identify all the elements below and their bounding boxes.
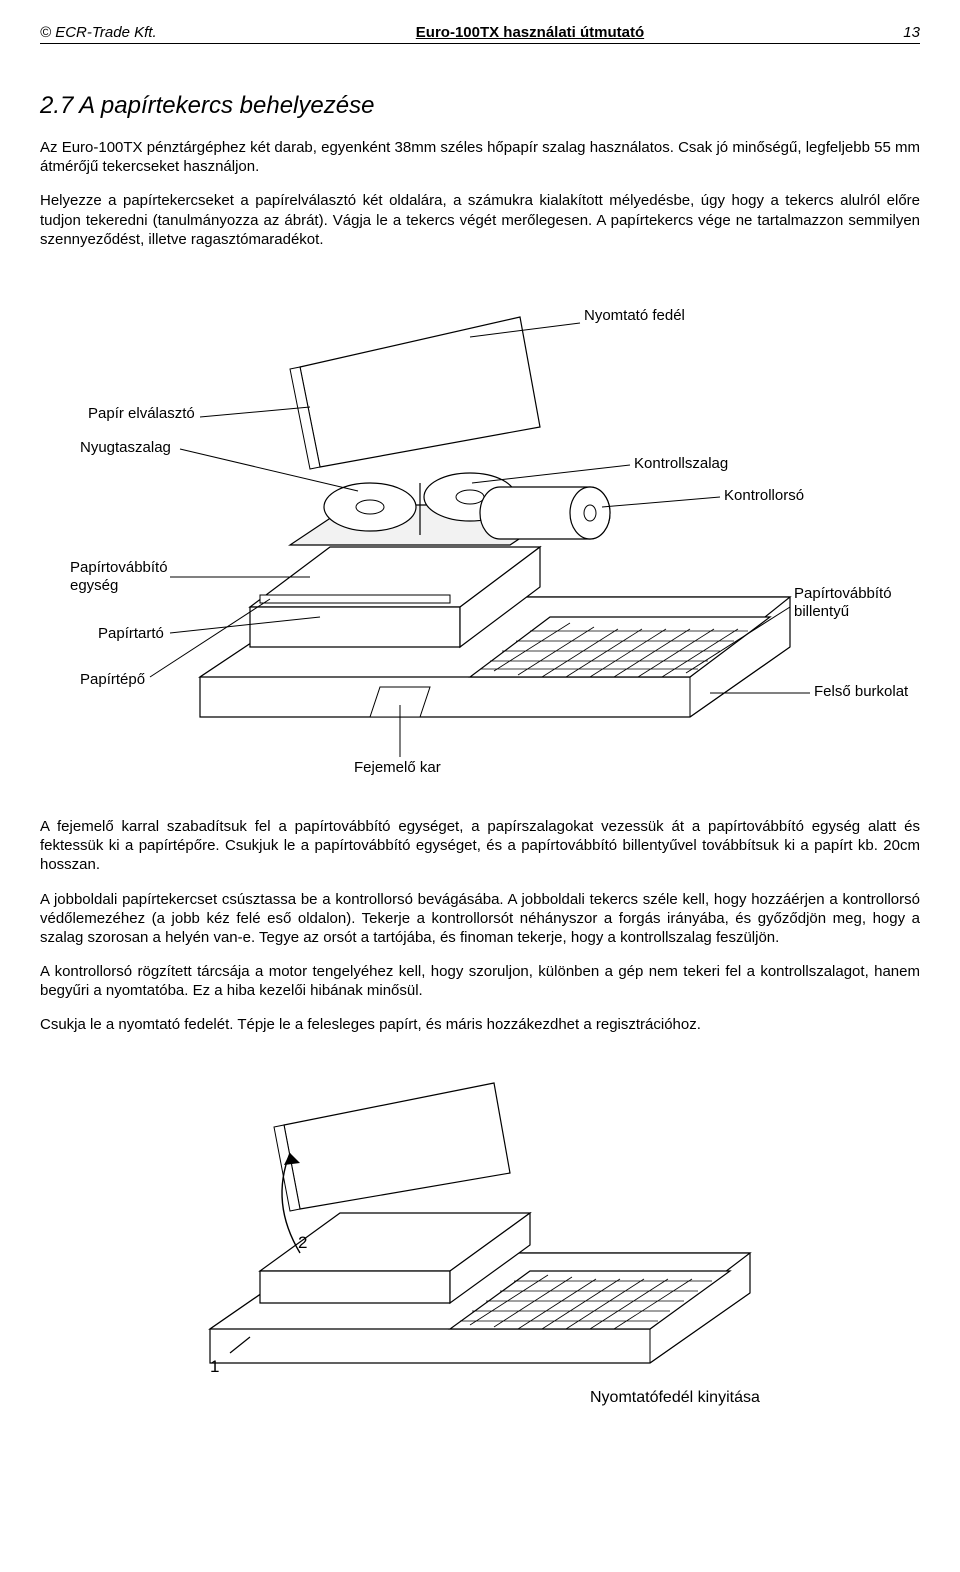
label-felso-burkolat: Felső burkolat	[814, 683, 908, 700]
header-page-number: 13	[903, 24, 920, 41]
paragraph-6: Csukja le a nyomtató fedelét. Tépje le a…	[40, 1015, 920, 1034]
diagram-lid-open: 2 1 Nyomtatófedél kinyitása	[150, 1053, 810, 1413]
diagram-svg-2	[150, 1053, 810, 1413]
label-fejemelo-kar: Fejemelő kar	[354, 759, 441, 776]
page-header: © ECR-Trade Kft. Euro-100TX használati ú…	[40, 24, 920, 44]
paragraph-1: Az Euro-100TX pénztárgéphez két darab, e…	[40, 138, 920, 176]
diagram-svg-1	[70, 277, 890, 797]
paragraph-2: Helyezze a papírtekercseket a papírelvál…	[40, 191, 920, 249]
callout-1: 1	[210, 1357, 219, 1377]
label-nyomtato-fedel: Nyomtató fedél	[584, 307, 685, 324]
header-left: © ECR-Trade Kft.	[40, 24, 157, 41]
label-nyugtaszalag: Nyugtaszalag	[80, 439, 171, 456]
label-papir-elvalaszto: Papír elválasztó	[88, 405, 195, 422]
label-papirtovabbito-egyseg-2: egység	[70, 577, 118, 594]
paragraph-4: A jobboldali papírtekercset csúsztassa b…	[40, 890, 920, 948]
diagram-paper-loading: Nyomtató fedél Papír elválasztó Nyugtasz…	[70, 277, 890, 797]
section-title: 2.7 A papírtekercs behelyezése	[40, 92, 920, 120]
label-papirtovabbito-bill-1: Papírtovábbító	[794, 585, 892, 602]
label-kontrollszalag: Kontrollszalag	[634, 455, 728, 472]
paragraph-5: A kontrollorsó rögzített tárcsája a moto…	[40, 962, 920, 1000]
label-papirtovabbito-egyseg-1: Papírtovábbító	[70, 559, 168, 576]
label-papirtepo: Papírtépő	[80, 671, 145, 688]
paragraph-3: A fejemelő karral szabadítsuk fel a papí…	[40, 817, 920, 875]
diagram2-caption: Nyomtatófedél kinyitása	[590, 1389, 760, 1407]
label-kontrollorso: Kontrollorsó	[724, 487, 804, 504]
callout-2: 2	[298, 1233, 307, 1253]
header-center: Euro-100TX használati útmutató	[416, 24, 644, 41]
label-papirtarto: Papírtartó	[98, 625, 164, 642]
label-papirtovabbito-bill-2: billentyű	[794, 603, 849, 620]
